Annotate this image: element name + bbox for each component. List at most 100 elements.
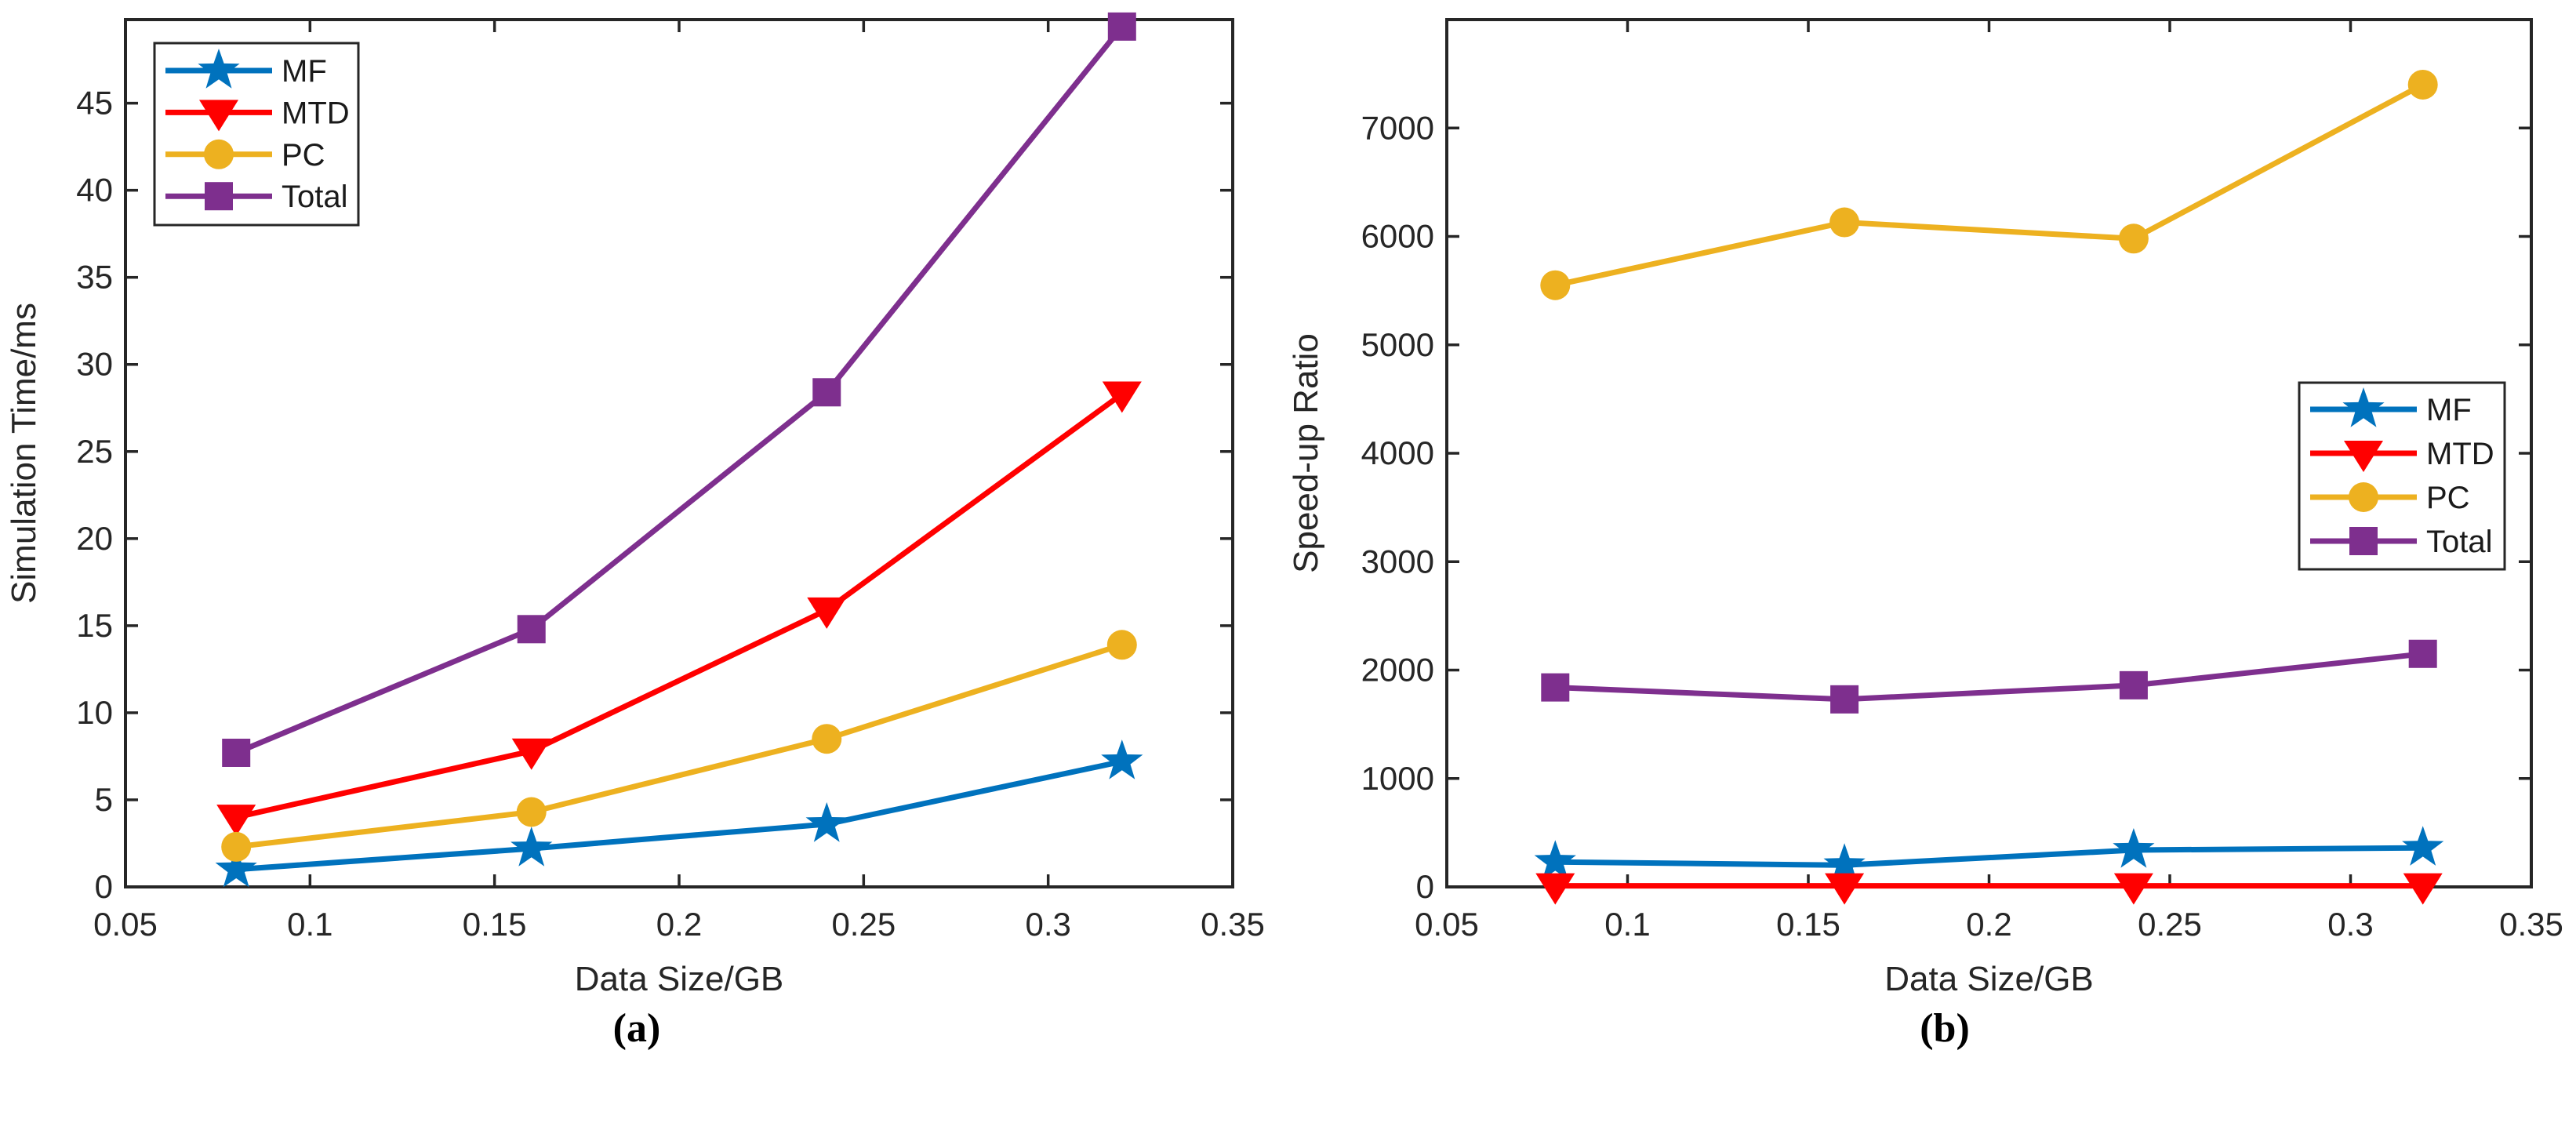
legend-item-PC: PC: [2310, 481, 2470, 515]
chart-b-legend: MF MTD PC Total: [2298, 381, 2506, 571]
chart-b-ytick-label: 2000: [1361, 652, 1434, 689]
chart-b-series-MTD-marker: [2113, 873, 2153, 905]
legend-label-PC: PC: [2426, 481, 2470, 515]
chart-b-ytick-label: 7000: [1361, 109, 1434, 146]
legend-square-icon: [205, 182, 233, 211]
chart-a-ylabel: Simulation Time/ms: [5, 303, 43, 604]
chart-a-ytick-label: 30: [76, 346, 113, 383]
chart-b-xtick-label: 0.05: [1415, 906, 1479, 943]
legend-item-Total: Total: [2310, 525, 2493, 559]
chart-a-xtick-label: 0.25: [831, 906, 896, 943]
chart-a-series-MF-marker: [510, 827, 553, 867]
chart-b-series-Total-marker: [1830, 685, 1859, 714]
chart-a-ytick-label: 35: [76, 259, 113, 296]
legend-triangle-down-icon: [2344, 441, 2383, 472]
chart-a-xtick-label: 0.1: [287, 906, 332, 943]
chart-a-xtick-label: 0.3: [1025, 906, 1070, 943]
chart-b-ytick-label: 6000: [1361, 218, 1434, 255]
legend-item-MF: MF: [165, 49, 327, 89]
chart-a-xtick-label: 0.15: [463, 906, 527, 943]
chart-b-series-MF-marker: [1823, 843, 1866, 883]
legend-item-MF: MF: [2310, 387, 2472, 427]
caption-a: (a): [612, 1006, 661, 1051]
legend-star-icon: [2342, 387, 2385, 427]
chart-a-series-MF-marker: [215, 847, 257, 888]
chart-b-series-MF-marker: [2113, 828, 2155, 868]
chart-a-series-Total-line: [233, 24, 1125, 756]
chart-a-series-MTD-marker: [1102, 381, 1142, 413]
legend-item-MTD: MTD: [2310, 437, 2494, 472]
chart-b-series-Total-marker: [1541, 673, 1570, 702]
legend-box: [2298, 381, 2506, 571]
chart-a-series-Total-marker: [517, 615, 546, 644]
chart-a-series-MF-marker: [1101, 739, 1143, 779]
legend-circle-icon: [2349, 482, 2378, 512]
legend-star-icon: [198, 49, 240, 89]
chart-b-ytick-label: 3000: [1361, 543, 1434, 580]
chart-a-series-Total-marker: [1107, 12, 1136, 41]
chart-a-ytick-label: 40: [76, 172, 113, 209]
chart-a-xtick-label: 0.2: [656, 906, 702, 943]
chart-b-series-MF-marker: [1534, 840, 1576, 880]
chart-b-series-Total-line: [1552, 651, 2426, 703]
chart-b-ytick-label: 4000: [1361, 434, 1434, 471]
chart-a-series-MTD-line: [233, 391, 1125, 820]
chart-b-series-MTD-marker: [1535, 873, 1575, 905]
chart-a-ytick-label: 15: [76, 607, 113, 644]
chart-a-xlabel: Data Size/GB: [575, 960, 784, 998]
chart-b-xtick-label: 0.3: [2327, 906, 2373, 943]
chart-a-legend: MF MTD PC Total: [153, 42, 360, 227]
legend-label-MTD: MTD: [282, 96, 350, 130]
chart-a-series-PC-line: [233, 641, 1125, 850]
legend-label-Total: Total: [282, 180, 348, 214]
chart-a-series-PC-marker: [221, 831, 252, 862]
chart-b-series-MTD-marker: [1825, 873, 1865, 905]
chart-a-ytick-label: 10: [76, 694, 113, 731]
legend-item-PC: PC: [165, 138, 325, 173]
caption-b: (b): [1920, 1006, 1970, 1051]
chart-a-ytick-label: 45: [76, 85, 113, 122]
chart-a-series-MTD-marker: [216, 805, 256, 837]
chart-a-series-MF-line: [233, 758, 1125, 873]
chart-a-series-MF-marker: [805, 802, 848, 842]
chart-b-ytick-label: 5000: [1361, 326, 1434, 363]
chart-a-series-Total-marker: [222, 738, 251, 767]
legend-circle-icon: [204, 139, 234, 169]
chart-b-series-MTD-marker: [2403, 873, 2443, 905]
chart-b-series-PC-marker: [2118, 223, 2149, 254]
chart-b-ytick-label: 0: [1416, 868, 1434, 905]
chart-b-xtick-label: 0.25: [2138, 906, 2202, 943]
chart-b-ytick-label: 1000: [1361, 760, 1434, 797]
chart-a-xtick-label: 0.35: [1201, 906, 1265, 943]
chart-b-series-PC-line: [1552, 82, 2426, 289]
chart-b-series-MF-line: [1552, 845, 2426, 868]
legend-label-MTD: MTD: [2426, 437, 2494, 471]
chart-b-xtick-label: 0.35: [2499, 906, 2563, 943]
chart-a-xtick-label: 0.05: [93, 906, 158, 943]
chart-b-series-Total-marker: [2408, 639, 2437, 668]
chart-a-ytick-label: 25: [76, 433, 113, 470]
chart-b-series-Total-marker: [2119, 670, 2148, 699]
chart-a-series-PC-marker: [516, 797, 547, 827]
legend-item-MTD: MTD: [165, 96, 350, 132]
chart-a-series-PC-marker: [1106, 630, 1137, 660]
legend-item-Total: Total: [165, 180, 348, 214]
chart-b-xtick-label: 0.2: [1966, 906, 2011, 943]
legend-label-MF: MF: [282, 54, 327, 89]
chart-a-series-MTD-marker: [807, 597, 847, 629]
chart-b-xtick-label: 0.1: [1604, 906, 1650, 943]
legend-label-Total: Total: [2426, 525, 2493, 559]
chart-a-ytick-label: 20: [76, 520, 113, 557]
chart-a: 0.05 0.1 0.15 0.2 0.25 0.3 0.35 0 5 10 15 20 25 30 35 4…: [5, 12, 1265, 998]
chart-a-series-Total-marker: [812, 378, 841, 407]
chart-b-series-PC-marker: [1829, 207, 1860, 238]
legend-triangle-down-icon: [199, 100, 238, 132]
chart-a-ytick-label: 0: [95, 868, 113, 905]
chart-a-ytick-label: 5: [95, 781, 113, 818]
chart-b-ylabel: Speed-up Ratio: [1287, 333, 1325, 573]
chart-a-series-MTD-marker: [511, 738, 551, 770]
chart-b-series-MF-marker: [2402, 826, 2444, 866]
chart-b: 0.05 0.1 0.15 0.2 0.25 0.3 0.35 0 1000 2000 3000 40…: [1287, 18, 2563, 998]
